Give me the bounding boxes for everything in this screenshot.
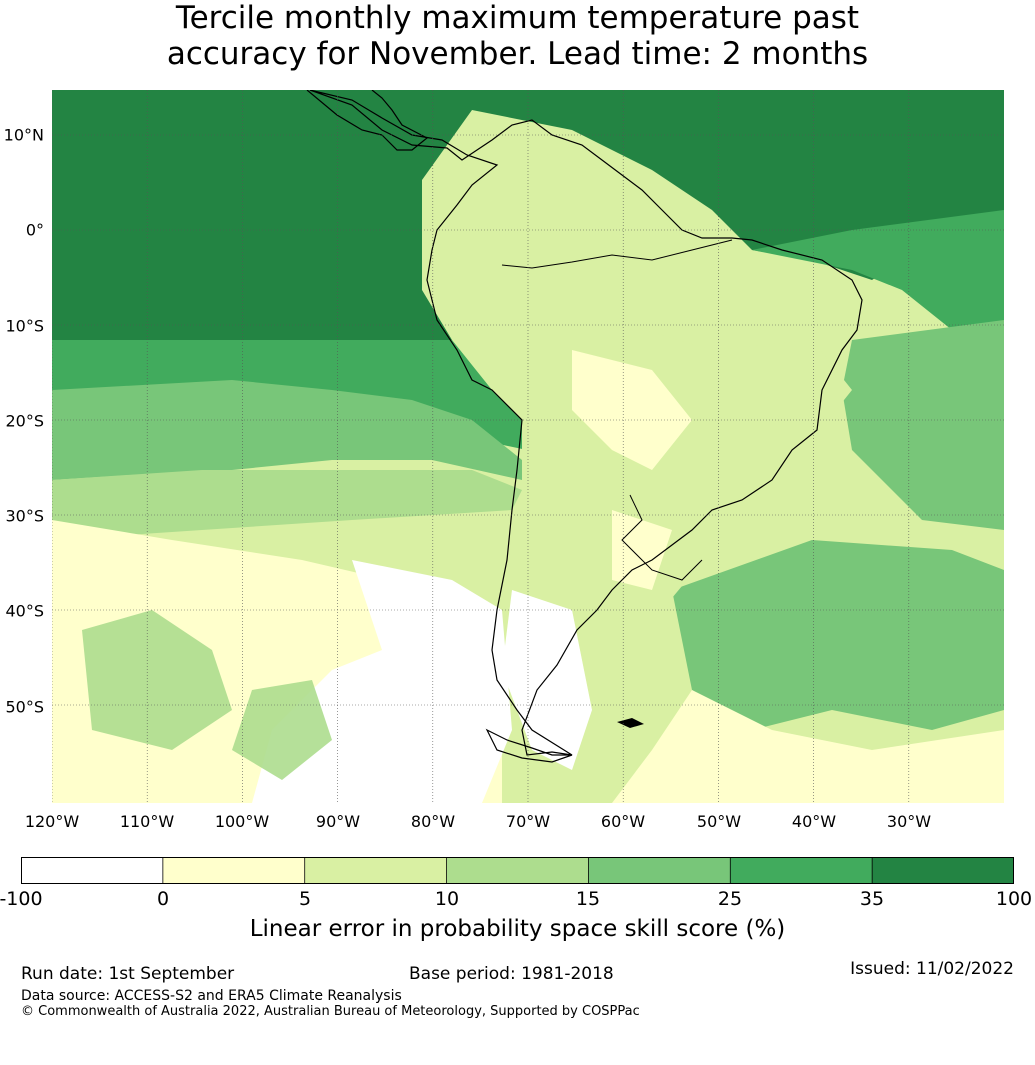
colorbar-outline	[21, 857, 1014, 884]
base-period: Base period: 1981-2018	[409, 964, 614, 984]
skill-region-medium-green-pacific	[52, 380, 522, 480]
skill-region-land-pale	[572, 350, 692, 590]
amazon-river	[501, 239, 733, 269]
colorbar-bin-4	[446, 857, 589, 884]
colorbar-tick-10: 10	[434, 888, 460, 910]
skill-region-atlantic-medium	[842, 320, 1004, 530]
rio-de-la-plata	[621, 494, 703, 581]
colorbar-tick-5: 5	[298, 888, 312, 910]
skill-score-map	[52, 90, 1004, 803]
run-date: Run date: 1st September	[21, 964, 235, 984]
colorbar-bin-2	[162, 857, 305, 884]
lon-tick-70w: 70°W	[505, 812, 551, 831]
coastline-central-america	[306, 90, 429, 151]
lon-tick-60w: 60°W	[600, 812, 646, 831]
colorbar	[21, 857, 1014, 884]
skill-region-south-atlantic	[672, 540, 1004, 730]
lat-tick-0: 0°	[25, 220, 44, 240]
lon-tick-90w: 90°W	[315, 812, 361, 831]
lon-tick-100w: 100°W	[214, 812, 270, 831]
lat-tick-30s: 30°S	[5, 506, 44, 526]
colorbar-tick-25: 25	[717, 888, 743, 910]
colorbar-tick-100: 100	[995, 888, 1033, 910]
graticule	[52, 90, 1004, 803]
colorbar-tick-15: 15	[575, 888, 601, 910]
title-line-2: accuracy for November. Lead time: 2 mont…	[166, 36, 869, 72]
skill-region-south-atlantic-pale	[612, 690, 1004, 803]
lat-tick-20s: 20°S	[5, 411, 44, 431]
skill-region-green-patches-pacific	[82, 610, 332, 780]
skill-region-light-green-pacific	[52, 470, 522, 540]
lat-tick-50s: 50°S	[5, 697, 44, 717]
coastline-south-america	[309, 90, 863, 756]
colorbar-bin-6	[730, 857, 873, 884]
issued-date: Issued: 11/02/2022	[850, 959, 1014, 979]
lon-tick-110w: 110°W	[119, 812, 175, 831]
colorbar-bin-5	[588, 857, 731, 884]
lon-tick-50w: 50°W	[696, 812, 742, 831]
colorbar-bin-7	[872, 857, 1014, 884]
lon-tick-40w: 40°W	[791, 812, 837, 831]
title-line-1: Tercile monthly maximum temperature past	[175, 0, 860, 36]
colorbar-bin-3	[304, 857, 447, 884]
lat-tick-10s: 10°S	[5, 316, 44, 336]
colorbar-tick-0: 0	[156, 888, 170, 910]
lon-tick-80w: 80°W	[410, 812, 456, 831]
data-source: Data source: ACCESS-S2 and ERA5 Climate …	[21, 988, 402, 1004]
colorbar-label: Linear error in probability space skill …	[249, 916, 786, 942]
colorbar-tick-minus100: -100	[0, 888, 43, 910]
skill-region-atlantic-green	[752, 210, 1004, 340]
lat-tick-10n: 10°N	[3, 125, 44, 145]
map-title: Tercile monthly maximum temperature past…	[0, 0, 1035, 72]
copyright-notice: © Commonwealth of Australia 2022, Austra…	[21, 1004, 640, 1019]
colorbar-bin-1	[21, 857, 163, 884]
falkland-islands	[617, 718, 644, 728]
colorbar-tick-35: 35	[859, 888, 885, 910]
skill-region-dark-green-north	[52, 90, 1004, 340]
tierra-del-fuego	[485, 728, 573, 763]
lon-tick-120w: 120°W	[24, 812, 80, 831]
lat-tick-40s: 40°S	[5, 601, 44, 621]
lon-tick-30w: 30°W	[886, 812, 932, 831]
